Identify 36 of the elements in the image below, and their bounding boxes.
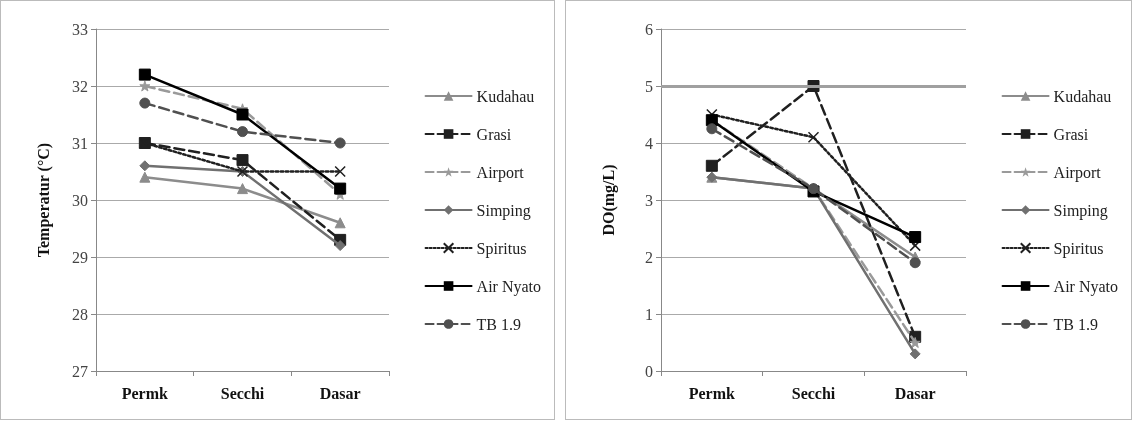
y-tick-label: 4 bbox=[645, 134, 653, 152]
legend-label: Air Nyato bbox=[1053, 277, 1119, 296]
legend-label: Spiritus bbox=[476, 239, 527, 258]
y-tick-label: 30 bbox=[72, 191, 88, 209]
legend-label: Grasi bbox=[476, 125, 512, 143]
legend-label: Simping bbox=[476, 201, 531, 220]
legend-label: TB 1.9 bbox=[1053, 315, 1099, 333]
y-tick-label: 0 bbox=[645, 362, 653, 380]
y-tick-label: 27 bbox=[72, 362, 88, 380]
x-tick-label: Dasar bbox=[319, 384, 361, 402]
y-tick-label: 5 bbox=[645, 77, 653, 95]
y-axis-title: DO(mg/L) bbox=[599, 164, 618, 236]
x-tick-label: Permk bbox=[121, 384, 169, 402]
x-tick-label: Secchi bbox=[220, 384, 265, 402]
x-tick-label: Dasar bbox=[894, 384, 936, 402]
legend-label: TB 1.9 bbox=[476, 315, 522, 333]
legend-label: Kudahau bbox=[476, 87, 535, 105]
legend-label: Grasi bbox=[1053, 125, 1089, 143]
x-tick-label: Secchi bbox=[791, 384, 836, 402]
y-tick-label: 32 bbox=[72, 77, 88, 95]
legend-label: Air Nyato bbox=[476, 277, 542, 296]
y-tick-label: 29 bbox=[72, 248, 88, 266]
legend-label: Kudahau bbox=[1053, 87, 1112, 105]
y-tick-label: 28 bbox=[72, 305, 88, 323]
y-tick-label: 31 bbox=[72, 134, 88, 152]
legend-label: Spiritus bbox=[1053, 239, 1104, 258]
y-tick-label: 2 bbox=[645, 248, 653, 266]
legend-label: Airport bbox=[1053, 163, 1102, 182]
y-axis-title: Temperatur (°C) bbox=[34, 142, 53, 258]
y-tick-label: 3 bbox=[645, 191, 653, 209]
y-tick-label: 6 bbox=[645, 20, 653, 38]
legend-label: Airport bbox=[476, 163, 525, 182]
x-tick-label: Permk bbox=[688, 384, 736, 402]
legend-label: Simping bbox=[1053, 201, 1108, 220]
y-tick-label: 1 bbox=[645, 305, 653, 323]
y-tick-label: 33 bbox=[72, 20, 88, 38]
